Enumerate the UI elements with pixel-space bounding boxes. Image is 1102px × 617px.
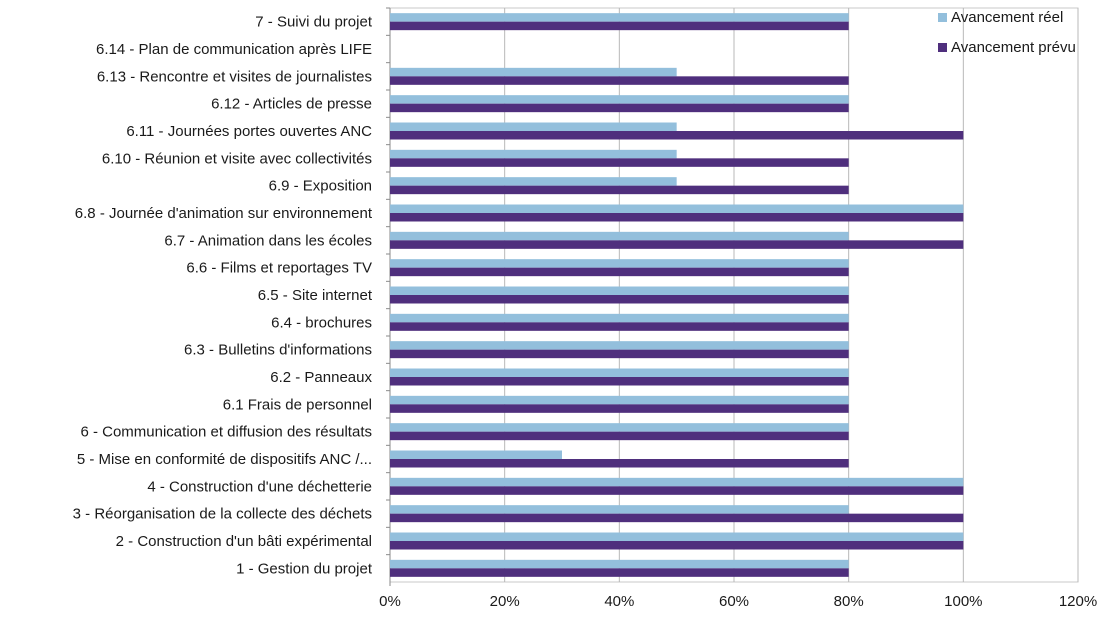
category-label: 6.3 - Bulletins d'informations — [184, 342, 372, 359]
bar-avancement-prevu — [390, 295, 849, 304]
bar-avancement-prevu — [390, 185, 849, 195]
x-tick-label: 100% — [944, 593, 982, 610]
bar-avancement-reel — [390, 532, 964, 541]
category-label: 6.8 - Journée d'animation sur environnem… — [75, 205, 373, 222]
category-label: 2 - Construction d'un bâti expérimental — [116, 533, 372, 550]
category-label: 6.6 - Films et reportages TV — [186, 260, 372, 277]
bar-avancement-reel — [390, 13, 849, 22]
category-label: 6.5 - Site internet — [258, 287, 373, 304]
bar-avancement-reel — [390, 395, 849, 405]
bar-avancement-prevu — [390, 267, 849, 277]
bar-avancement-reel — [390, 122, 677, 131]
category-label: 6.11 - Journées portes ouvertes ANC — [126, 123, 372, 140]
x-tick-label: 60% — [719, 593, 749, 610]
bar-avancement-reel — [390, 204, 964, 213]
bar-avancement-reel — [390, 177, 677, 186]
bar-avancement-reel — [390, 67, 677, 77]
bar-avancement-prevu — [390, 240, 964, 249]
legend-label: Avancement réel — [951, 9, 1063, 26]
x-tick-label: 40% — [604, 593, 634, 610]
category-label: 6.1 Frais de personnel — [223, 396, 372, 413]
category-label: 6.2 - Panneaux — [270, 369, 372, 386]
bar-avancement-prevu — [390, 213, 964, 222]
bar-avancement-reel — [390, 368, 849, 377]
bar-avancement-reel — [390, 149, 677, 159]
bar-avancement-prevu — [390, 322, 849, 331]
bar-avancement-prevu — [390, 103, 849, 113]
x-tick-label: 80% — [834, 593, 864, 610]
bar-avancement-reel — [390, 341, 849, 350]
bar-avancement-reel — [390, 505, 849, 514]
bar-avancement-reel — [390, 286, 849, 295]
category-label: 1 - Gestion du projet — [236, 560, 373, 577]
category-label: 6.13 - Rencontre et visites de journalis… — [97, 68, 372, 85]
bar-avancement-prevu — [390, 568, 849, 577]
bar-avancement-reel — [390, 559, 849, 569]
bar-avancement-reel — [390, 423, 849, 432]
bar-avancement-prevu — [390, 431, 849, 441]
bar-avancement-reel — [390, 95, 849, 104]
legend-label: Avancement prévu — [951, 39, 1076, 56]
category-label: 6.12 - Articles de presse — [211, 96, 372, 113]
category-label: 5 - Mise en conformité de dispositifs AN… — [77, 451, 372, 468]
bar-avancement-prevu — [390, 76, 849, 85]
bar-avancement-reel — [390, 313, 849, 323]
bar-avancement-prevu — [390, 158, 849, 167]
legend-swatch — [938, 13, 947, 22]
bar-avancement-prevu — [390, 513, 964, 523]
category-label: 6 - Communication et diffusion des résul… — [80, 424, 372, 441]
bar-avancement-reel — [390, 477, 964, 487]
bar-avancement-reel — [390, 450, 562, 459]
category-label: 6.7 - Animation dans les écoles — [164, 232, 372, 249]
category-label: 4 - Construction d'une déchetterie — [147, 478, 372, 495]
category-label: 6.4 - brochures — [271, 314, 372, 331]
category-label: 6.9 - Exposition — [269, 178, 372, 195]
bar-avancement-prevu — [390, 349, 849, 359]
legend-swatch — [938, 43, 947, 52]
category-label: 6.10 - Réunion et visite avec collectivi… — [102, 150, 372, 167]
category-label: 7 - Suivi du projet — [255, 14, 373, 31]
bar-avancement-prevu — [390, 541, 964, 550]
x-tick-label: 120% — [1059, 593, 1097, 610]
x-tick-label: 20% — [490, 593, 520, 610]
bar-avancement-prevu — [390, 131, 964, 140]
bar-avancement-prevu — [390, 486, 964, 495]
bar-avancement-prevu — [390, 21, 849, 31]
bar-avancement-reel — [390, 231, 849, 241]
bar-avancement-reel — [390, 259, 849, 268]
category-label: 3 - Réorganisation de la collecte des dé… — [73, 506, 372, 523]
category-label: 6.14 - Plan de communication après LIFE — [96, 41, 372, 58]
bar-avancement-prevu — [390, 404, 849, 413]
x-tick-label: 0% — [379, 593, 401, 610]
bar-avancement-prevu — [390, 459, 849, 468]
bar-avancement-prevu — [390, 377, 849, 386]
